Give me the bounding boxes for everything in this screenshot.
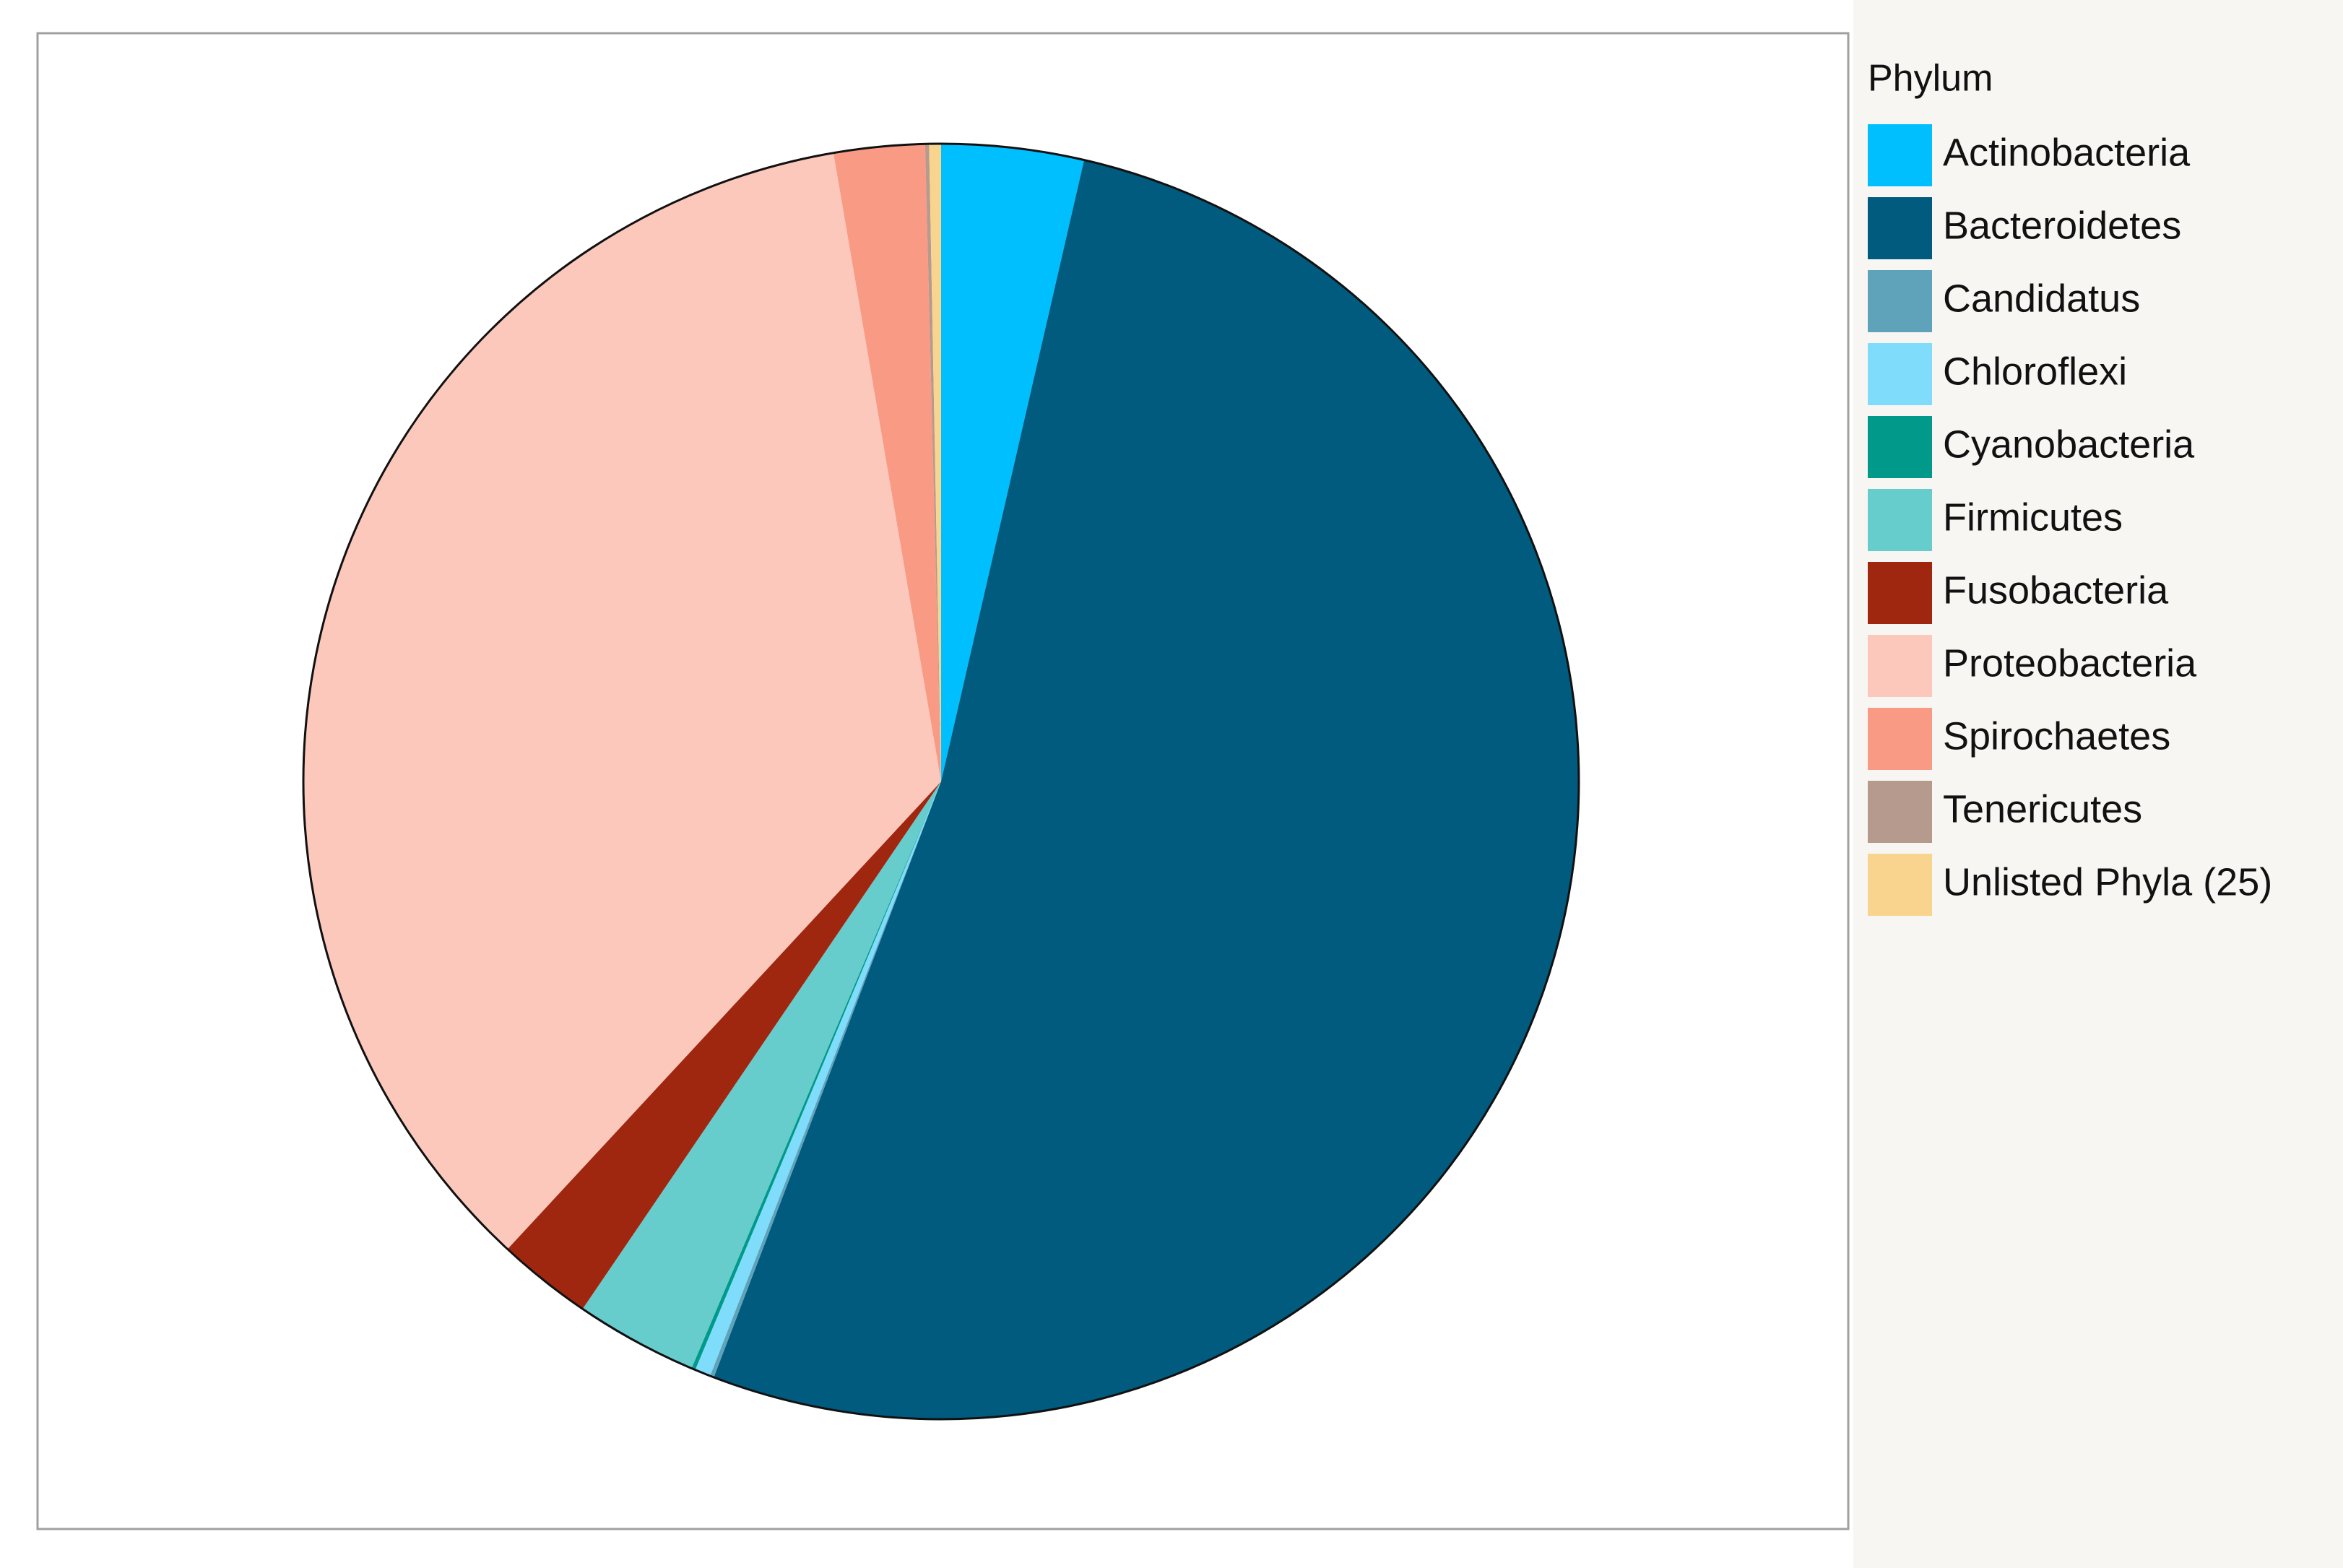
legend-label: Fusobacteria — [1943, 568, 2169, 612]
legend-label: Proteobacteria — [1943, 641, 2197, 685]
legend-label: Firmicutes — [1943, 495, 2123, 539]
legend-title: Phylum — [1868, 58, 1993, 100]
legend-label: Actinobacteria — [1943, 131, 2191, 174]
legend-swatch — [1868, 270, 1932, 332]
legend-swatch — [1868, 197, 1932, 259]
pie-slice — [714, 160, 1579, 1419]
pie-slice — [695, 781, 941, 1377]
pie-slice — [924, 144, 941, 781]
pie-slice — [691, 781, 941, 1370]
legend: Actinobacteria Bacteroidetes Candidatus Chl… — [1868, 124, 2272, 916]
legend-swatch — [1868, 489, 1932, 551]
legend-label: Unlisted Phyla (25) — [1943, 860, 2272, 904]
pie-slice — [710, 781, 941, 1378]
legend-swatch — [1868, 124, 1932, 186]
legend-label: Tenericutes — [1943, 787, 2142, 831]
pie — [303, 144, 1579, 1419]
legend-panel — [1853, 0, 2343, 1568]
legend-swatch — [1868, 854, 1932, 916]
legend-label: Bacteroidetes — [1943, 204, 2181, 247]
legend-swatch — [1868, 562, 1932, 624]
pie-outline — [302, 142, 1580, 1421]
legend-label: Cyanobacteria — [1943, 423, 2195, 466]
pie-slice — [303, 152, 941, 1249]
legend-label: Spirochaetes — [1943, 714, 2170, 758]
legend-swatch — [1868, 416, 1932, 478]
pie-slice — [833, 144, 941, 781]
legend-swatch — [1868, 635, 1932, 697]
pie-slice — [582, 781, 941, 1369]
legend-swatch — [1868, 781, 1932, 843]
legend-label: Chloroflexi — [1943, 350, 2127, 393]
pie-slice — [507, 781, 941, 1309]
pie-slice — [941, 144, 1085, 781]
pie-slice — [929, 144, 941, 781]
legend-swatch — [1868, 343, 1932, 405]
legend-label: Candidatus — [1943, 277, 2140, 320]
legend-swatch — [1868, 708, 1932, 770]
